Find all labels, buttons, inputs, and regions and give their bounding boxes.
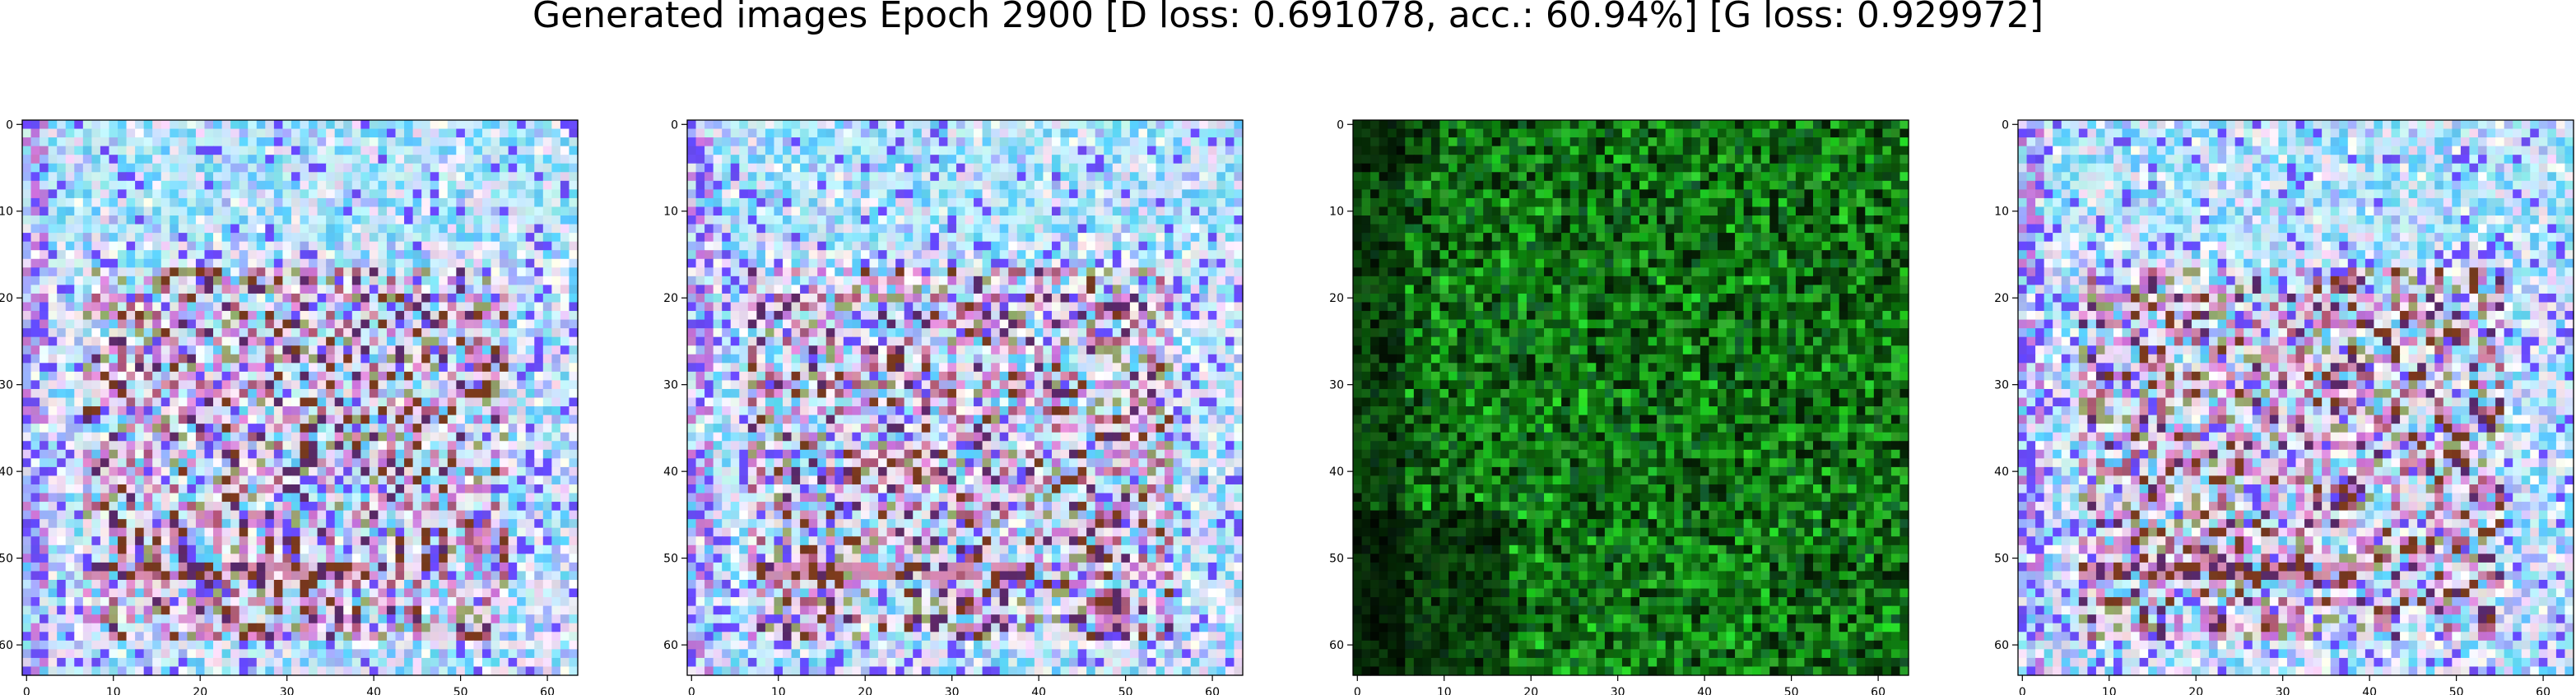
y-tick-label: 30 — [0, 379, 13, 392]
x-tick-label: 40 — [2362, 686, 2377, 695]
y-tick-label: 30 — [1994, 379, 2009, 392]
image-pixels — [2018, 120, 2574, 676]
y-tick-label: 60 — [663, 639, 678, 652]
axes-frame — [686, 119, 1244, 676]
image-pixels — [1353, 120, 1909, 676]
x-tick-label: 50 — [453, 686, 468, 695]
y-tick-label: 10 — [1994, 206, 2009, 219]
x-tick-label: 50 — [1784, 686, 1799, 695]
image-pixels — [687, 120, 1244, 676]
axis-ticks: 0 10 20 30 40 50 60 0 10 20 30 40 50 60 — [0, 118, 555, 695]
axes-frame — [1352, 119, 1909, 676]
y-tick-label: 0 — [2002, 118, 2009, 132]
y-tick-label: 0 — [1337, 118, 1344, 132]
y-tick-label: 20 — [663, 292, 678, 305]
x-tick-label: 0 — [1354, 686, 1361, 695]
x-tick-label: 30 — [2276, 686, 2290, 695]
x-tick-label: 0 — [688, 686, 695, 695]
x-tick-label: 20 — [193, 686, 207, 695]
y-tick-label: 20 — [1329, 292, 1344, 305]
x-tick-label: 10 — [106, 686, 121, 695]
x-tick-label: 40 — [1697, 686, 1712, 695]
x-tick-label: 50 — [2449, 686, 2464, 695]
y-tick-label: 0 — [671, 118, 678, 132]
image-panel-1: 0 10 20 30 40 50 60 0 10 20 30 40 50 60 — [0, 118, 579, 695]
axes-frame — [2017, 119, 2574, 676]
y-tick-label: 40 — [1994, 466, 2009, 479]
x-tick-label: 60 — [1205, 686, 1220, 695]
axis-ticks: 0 10 20 30 40 50 60 0 10 20 30 40 50 60 — [1994, 118, 2550, 695]
y-tick-label: 10 — [1329, 206, 1344, 219]
axis-ticks: 0 10 20 30 40 50 60 0 10 20 30 40 50 60 — [663, 118, 1220, 695]
y-tick-label: 60 — [1994, 639, 2009, 652]
x-tick-label: 10 — [771, 686, 786, 695]
x-tick-label: 30 — [945, 686, 960, 695]
y-tick-label: 10 — [0, 206, 13, 219]
y-tick-label: 0 — [6, 118, 13, 132]
x-tick-label: 30 — [280, 686, 295, 695]
x-tick-label: 10 — [1437, 686, 1452, 695]
y-tick-label: 60 — [0, 639, 13, 652]
image-pixels — [22, 120, 579, 676]
x-tick-label: 50 — [1118, 686, 1133, 695]
x-tick-label: 0 — [23, 686, 30, 695]
y-tick-label: 40 — [0, 466, 13, 479]
y-tick-label: 20 — [0, 292, 13, 305]
image-panel-4: 0 10 20 30 40 50 60 0 10 20 30 40 50 60 — [1994, 118, 2574, 695]
y-tick-label: 60 — [1329, 639, 1344, 652]
y-tick-label: 10 — [663, 206, 678, 219]
y-tick-label: 30 — [663, 379, 678, 392]
x-tick-label: 60 — [2536, 686, 2550, 695]
figure-title: Generated images Epoch 2900 [D loss: 0.6… — [532, 0, 2044, 36]
x-tick-label: 40 — [1031, 686, 1046, 695]
y-tick-label: 50 — [0, 553, 13, 566]
image-panel-3: 0 10 20 30 40 50 60 0 10 20 30 40 50 60 — [1329, 118, 1909, 695]
y-tick-label: 40 — [1329, 466, 1344, 479]
image-panel-2: 0 10 20 30 40 50 60 0 10 20 30 40 50 60 — [663, 118, 1244, 695]
x-tick-label: 60 — [540, 686, 555, 695]
y-tick-label: 40 — [663, 466, 678, 479]
x-tick-label: 20 — [2188, 686, 2203, 695]
y-tick-label: 50 — [1994, 553, 2009, 566]
x-tick-label: 20 — [858, 686, 872, 695]
x-tick-label: 0 — [2019, 686, 2026, 695]
axes-frame — [21, 119, 579, 676]
y-tick-label: 30 — [1329, 379, 1344, 392]
x-tick-label: 30 — [1611, 686, 1625, 695]
y-tick-label: 20 — [1994, 292, 2009, 305]
x-tick-label: 20 — [1523, 686, 1538, 695]
y-tick-label: 50 — [1329, 553, 1344, 566]
y-tick-label: 50 — [663, 553, 678, 566]
x-tick-label: 60 — [1871, 686, 1886, 695]
x-tick-label: 40 — [366, 686, 381, 695]
axis-ticks: 0 10 20 30 40 50 60 0 10 20 30 40 50 60 — [1329, 118, 1886, 695]
x-tick-label: 10 — [2102, 686, 2117, 695]
